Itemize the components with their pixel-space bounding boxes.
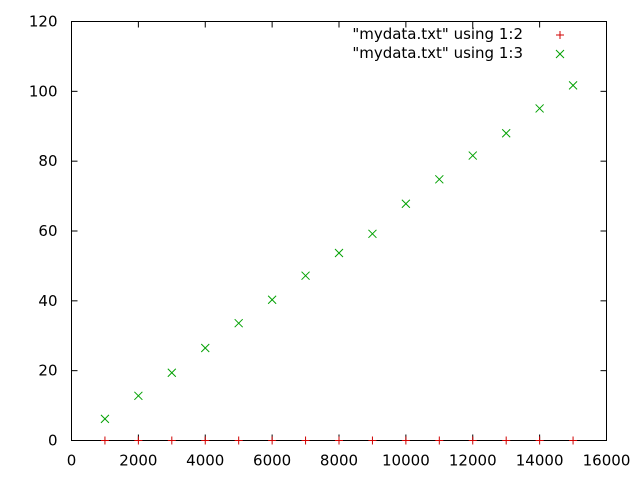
series-2-point [368, 229, 377, 239]
y-tick-label: 40 [38, 292, 57, 310]
x-tick-label: 0 [67, 452, 77, 470]
y-tick-label: 20 [38, 362, 57, 380]
x-tick-label: 8000 [320, 452, 358, 470]
series-2-point [134, 391, 143, 401]
legend-marker-series-2 [555, 49, 565, 59]
series-2-point [167, 368, 177, 378]
series-1-point [335, 436, 343, 445]
x-tick-label: 14000 [516, 452, 564, 470]
series-1-point [167, 436, 176, 445]
series-2-point [200, 343, 210, 353]
x-tick-label: 4000 [186, 452, 224, 470]
x-tick-label: 6000 [253, 452, 291, 470]
legend-label-series-1: "mydata.txt" using 1:2 [352, 25, 523, 43]
series-2-point [468, 151, 478, 160]
series-1-point [100, 436, 109, 445]
series-1-point [569, 436, 578, 445]
y-tick-label: 80 [38, 152, 57, 170]
plot-frame [71, 21, 607, 441]
series-2-point [301, 271, 310, 281]
series-2-point [535, 104, 544, 113]
series-1-point [201, 436, 210, 445]
y-tick-label: 120 [29, 13, 58, 31]
series-2-point [501, 128, 511, 138]
series-1-point [535, 436, 544, 445]
series-2-point [434, 174, 444, 184]
y-tick-label: 60 [38, 222, 57, 240]
series-2-point [234, 318, 244, 328]
series-1-point [368, 436, 377, 445]
series-1-point [268, 436, 277, 445]
series-2-point [568, 81, 578, 90]
series-2-point [267, 295, 277, 305]
x-tick-label: 10000 [382, 452, 430, 470]
legend: "mydata.txt" using 1:2 "mydata.txt" usin… [352, 25, 565, 62]
series-1-point [468, 436, 477, 445]
series-1-point [502, 436, 511, 445]
x-tick-label: 12000 [449, 452, 497, 470]
series-1-point [134, 436, 143, 445]
x-tick-label: 16000 [583, 452, 631, 470]
series-2-point [334, 248, 344, 258]
y-tick-label: 100 [29, 82, 58, 100]
axis-tick-labels: 0 2000 4000 6000 8000 10000 12000 14000 16000 0 20… [29, 13, 631, 470]
y-tick-label: 0 [48, 432, 58, 450]
legend-label-series-2: "mydata.txt" using 1:3 [352, 44, 523, 62]
series-2-point [401, 199, 411, 209]
axis-ticks [71, 21, 607, 441]
series-1-point [234, 436, 243, 445]
series-1-point [435, 436, 444, 445]
x-tick-label: 2000 [119, 452, 157, 470]
series-1-point [301, 436, 310, 445]
series-1-point [401, 436, 410, 445]
legend-marker-series-1 [556, 31, 564, 39]
data-points [100, 81, 578, 445]
series-2-point [100, 414, 110, 424]
